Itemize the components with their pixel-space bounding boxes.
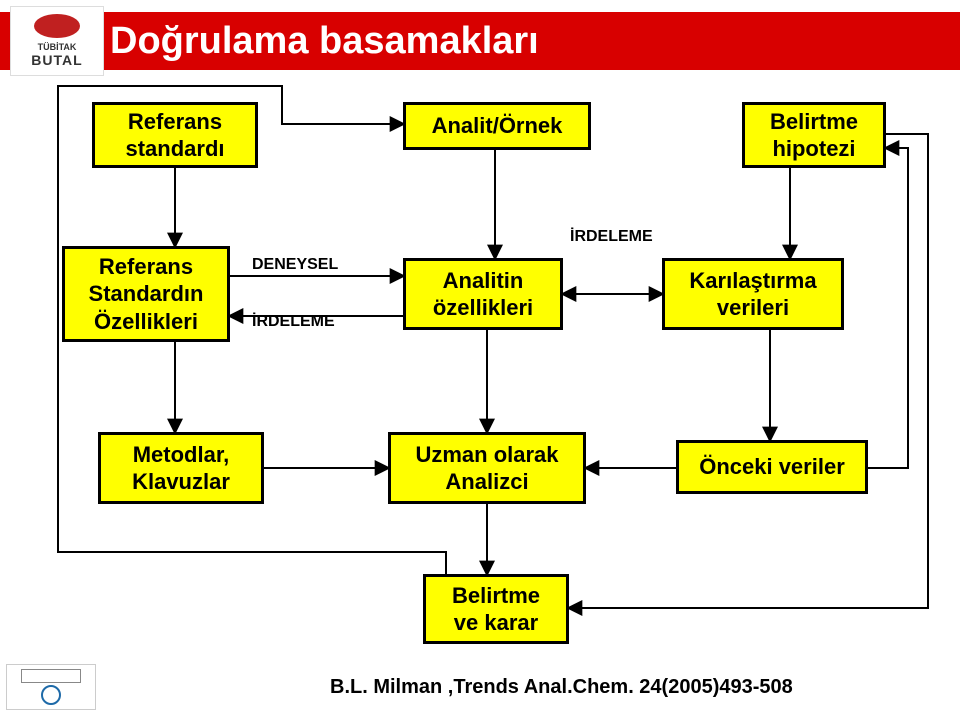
edge bbox=[868, 148, 908, 468]
node-karsi: Karılaştırmaverileri bbox=[662, 258, 844, 330]
node-analit_ornek: Analit/Örnek bbox=[403, 102, 591, 150]
edge bbox=[569, 134, 928, 608]
edge-label-deneysel: DENEYSEL bbox=[252, 256, 338, 274]
edge-label-irdeleme_top: İRDELEME bbox=[570, 228, 653, 246]
node-ref_std: Referansstandardı bbox=[92, 102, 258, 168]
butal-logo: TÜBİTAK BUTAL bbox=[10, 6, 104, 76]
citation-text: B.L. Milman ,Trends Anal.Chem. 24(2005)4… bbox=[330, 676, 793, 699]
node-analitin: Analitinözellikleri bbox=[403, 258, 563, 330]
certification-badge bbox=[6, 664, 96, 710]
edge-label-irdeleme_left: İRDELEME bbox=[252, 313, 335, 331]
node-onceki: Önceki veriler bbox=[676, 440, 868, 494]
node-metodlar: Metodlar,Klavuzlar bbox=[98, 432, 264, 504]
page-title: Doğrulama basamakları bbox=[110, 20, 539, 63]
title-bar: Doğrulama basamakları bbox=[0, 12, 960, 70]
node-karar: Belirtmeve karar bbox=[423, 574, 569, 644]
node-uzman: Uzman olarakAnalizci bbox=[388, 432, 586, 504]
node-ref_ozel: ReferansStandardınÖzellikleri bbox=[62, 246, 230, 342]
node-hipotez: Belirtmehipotezi bbox=[742, 102, 886, 168]
